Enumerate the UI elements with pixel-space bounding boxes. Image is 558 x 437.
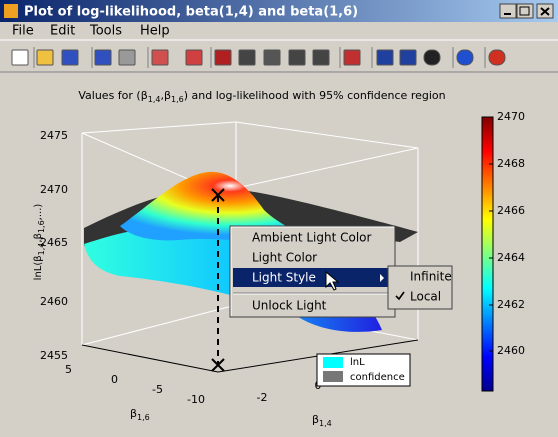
menu-item[interactable]: Light Color	[252, 251, 317, 265]
title-part: ) and log-likelihood with 95% confidence…	[184, 89, 446, 102]
toolbar-button[interactable]	[118, 49, 136, 66]
colorbar-tick-label: 2464	[497, 251, 525, 264]
maximize-button[interactable]	[516, 3, 534, 19]
title-sub: 1,4	[148, 95, 161, 104]
context-menu: Ambient Light Color Light Color Light St…	[229, 225, 396, 318]
toolbar-button[interactable]	[343, 49, 361, 66]
label-part: β	[130, 407, 137, 420]
label-part: lnL(β	[33, 255, 44, 280]
plot-title: Values for (β1,4,β1,6) and log-likelihoo…	[78, 89, 445, 104]
x-tick-label: 0	[111, 373, 118, 386]
cursor	[325, 270, 340, 291]
menu-item[interactable]: Local	[410, 290, 441, 304]
z-tick-label: 2460	[40, 295, 68, 308]
label-sub: 1,4	[319, 419, 332, 428]
legend: lnL confidence	[316, 353, 411, 387]
toolbar-button[interactable]	[61, 49, 79, 66]
minimize-button[interactable]	[499, 3, 517, 19]
colorbar-tick-label: 2470	[497, 110, 525, 123]
menu-item[interactable]: Infinite	[410, 270, 452, 284]
z-tick-label: 2465	[40, 236, 68, 249]
colorbar-tick-label: 2466	[497, 204, 525, 217]
toolbar-button[interactable]	[238, 49, 256, 66]
toolbar-button[interactable]	[151, 49, 169, 66]
toolbar-button[interactable]	[36, 49, 54, 66]
toolbar-button[interactable]	[376, 49, 394, 66]
window-buttons	[499, 3, 554, 19]
label-part: ,β	[33, 233, 44, 243]
menu-item[interactable]: Ambient Light Color	[252, 231, 372, 245]
label-part: β	[312, 413, 319, 426]
x-tick-label: -10	[187, 393, 205, 406]
y-tick-label: -2	[257, 391, 268, 404]
toolbar-button[interactable]	[488, 49, 506, 66]
z-tick-label: 2470	[40, 183, 68, 196]
label-part: ,...)	[33, 204, 44, 221]
toolbar-button[interactable]	[399, 49, 417, 66]
checkmark	[395, 291, 405, 301]
legend-entry: confidence	[350, 372, 405, 383]
colorbar	[481, 116, 494, 392]
toolbar	[11, 47, 506, 68]
title-part: Values for (β	[78, 89, 147, 102]
y-axis-label: β1,4	[312, 413, 332, 428]
z-tick-label: 2475	[40, 129, 68, 142]
title-bar	[0, 0, 558, 22]
toolbar-button[interactable]	[312, 49, 330, 66]
toolbar-button[interactable]	[263, 49, 281, 66]
title-sub: 1,6	[171, 95, 184, 104]
menu[interactable]: Edit	[50, 24, 75, 39]
x-tick-label: -5	[152, 383, 163, 396]
x-marker	[211, 188, 225, 372]
toolbar-button[interactable]	[288, 49, 306, 66]
x-tick-label: 5	[65, 363, 72, 376]
app-icon	[4, 4, 18, 18]
axes-base	[81, 339, 419, 373]
toolbar-button[interactable]	[456, 49, 474, 66]
x-axis-label: β1,6	[130, 407, 150, 422]
menu[interactable]: File	[12, 24, 34, 39]
surface-peak	[120, 171, 320, 242]
label-sub: 1,6	[37, 220, 46, 233]
z-axis-label: lnL(β1,4,β1,6,...)	[33, 204, 46, 281]
menu-bar: File Edit Tools Help	[12, 24, 170, 39]
toolbar-button[interactable]	[423, 49, 441, 66]
title-part: ,β	[160, 89, 171, 102]
colorbar-tick-label: 2460	[497, 344, 525, 357]
toolbar-button[interactable]	[214, 49, 232, 66]
toolbar-button[interactable]	[94, 49, 112, 66]
label-sub: 1,6	[137, 413, 150, 422]
menu[interactable]: Tools	[89, 24, 122, 39]
colorbar-tick-label: 2468	[497, 157, 525, 170]
menu-item[interactable]: Unlock Light	[252, 299, 327, 313]
colorbar-tick-label: 2462	[497, 298, 525, 311]
z-tick-label: 2455	[40, 349, 68, 362]
menu[interactable]: Help	[140, 24, 170, 39]
legend-entry: lnL	[350, 357, 365, 368]
label-sub: 1,4	[37, 243, 46, 256]
legend-swatch	[323, 357, 343, 368]
menu-highlight	[233, 268, 392, 287]
submenu: Infinite Local	[387, 265, 453, 310]
menu-item[interactable]: Light Style	[252, 271, 316, 285]
window-title: Plot of log-likelihood, beta(1,4) and be…	[24, 5, 358, 20]
legend-swatch	[323, 371, 343, 382]
toolbar-button[interactable]	[185, 49, 203, 66]
toolbar-button[interactable]	[11, 49, 29, 66]
